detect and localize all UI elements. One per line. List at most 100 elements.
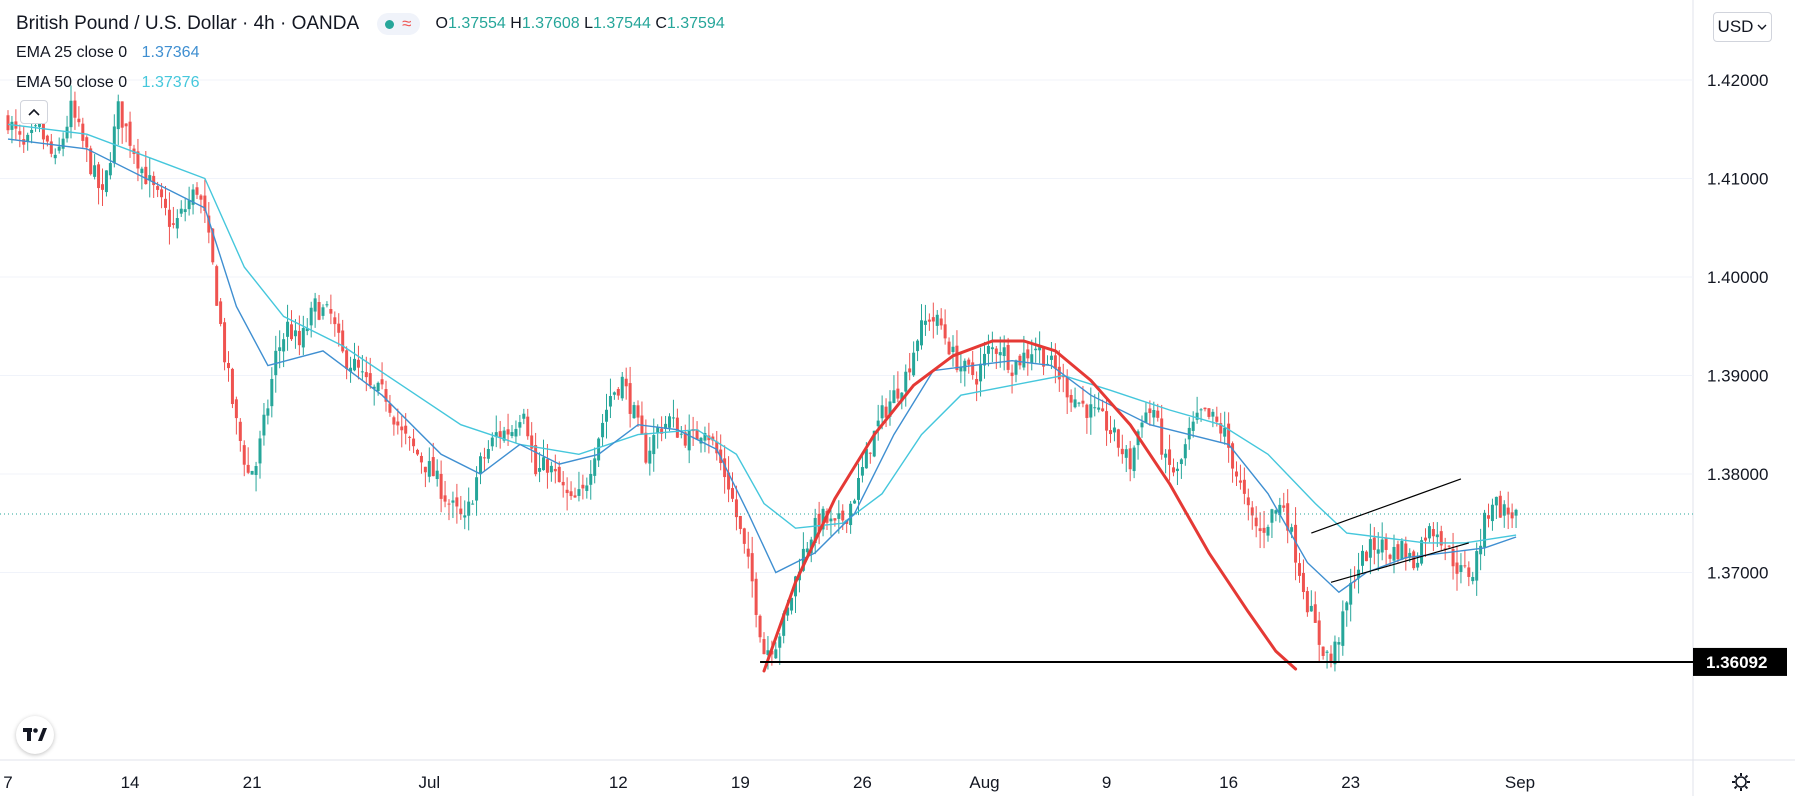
candle-body — [904, 371, 908, 392]
candle-body — [69, 100, 73, 128]
candle-body — [234, 399, 238, 419]
candle-body — [1065, 376, 1069, 398]
candle-body — [93, 165, 97, 177]
candle-body — [502, 430, 506, 441]
candle-body — [857, 477, 860, 500]
candle-body — [762, 639, 766, 655]
candle-body — [1211, 411, 1215, 417]
candle-body — [884, 406, 888, 418]
candle-body — [250, 470, 254, 475]
candle-body — [45, 135, 49, 142]
time-tick-label: 26 — [853, 773, 872, 792]
candle-body — [1250, 507, 1254, 516]
candle-body — [860, 467, 864, 476]
candle-body — [1073, 399, 1077, 408]
candle-body — [738, 515, 742, 529]
symbol-title[interactable]: British Pound / U.S. Dollar · 4h · OANDA — [16, 13, 360, 34]
candle-body — [278, 347, 282, 351]
collapse-legend-button[interactable] — [20, 100, 48, 124]
ema-lines — [7, 123, 1517, 594]
candle-body — [703, 432, 707, 441]
ema50-legend[interactable]: EMA 50 close 0 1.37376 — [16, 74, 199, 92]
price-tick-label: 1.41000 — [1707, 170, 1768, 189]
candle-body — [1286, 503, 1290, 531]
candle-body — [679, 433, 683, 435]
candle-body — [1313, 604, 1317, 623]
price-tick-label: 1.37000 — [1707, 564, 1768, 583]
candle-body — [152, 175, 156, 186]
candle-body — [38, 121, 41, 127]
ohlc-values: O1.37554 H1.37608 L1.37544 C1.37594 — [436, 15, 725, 33]
candle-body — [1494, 496, 1498, 506]
candle-body — [494, 432, 498, 438]
candle-body — [868, 452, 872, 454]
candle-body — [120, 101, 124, 128]
candle-body — [1431, 529, 1435, 537]
candle-body — [467, 501, 471, 516]
candle-body — [1490, 504, 1494, 522]
candle-body — [1412, 551, 1416, 569]
candle-body — [144, 166, 148, 185]
price-axis: 1.42000 1.41000 1.40000 1.39000 1.38000 1.370… — [1693, 71, 1787, 676]
candle-body — [41, 123, 45, 140]
time-tick-label: Jul — [418, 773, 440, 792]
candle-body — [1463, 565, 1467, 567]
candle-body — [656, 427, 660, 433]
candle-body — [1061, 376, 1065, 378]
candle-body — [1498, 495, 1502, 518]
candle-body — [392, 417, 396, 425]
candle-body — [179, 208, 183, 214]
candle-body — [148, 175, 152, 181]
candle-body — [1057, 366, 1061, 380]
currency-label: USD — [1717, 17, 1754, 36]
candle-body — [1333, 641, 1337, 665]
candle-body — [766, 650, 770, 655]
ema50-line — [7, 123, 1517, 544]
candle-body — [648, 450, 652, 464]
candle-body — [1282, 505, 1286, 508]
candle-body — [782, 613, 786, 636]
candle-body — [565, 489, 569, 494]
tradingview-logo-icon[interactable] — [16, 716, 54, 754]
candle-body — [1506, 507, 1510, 515]
candle-body — [439, 473, 443, 499]
candle-body — [1325, 651, 1329, 653]
price-tick-label: 1.39000 — [1707, 367, 1768, 386]
candle-body — [699, 437, 703, 444]
candle-body — [581, 484, 585, 489]
candle-body — [687, 430, 691, 451]
high-value: 1.37608 — [521, 15, 580, 32]
candle-body — [569, 491, 573, 497]
open-value: 1.37554 — [447, 15, 506, 32]
ema25-label: EMA 25 close 0 — [16, 44, 128, 61]
market-status-pill[interactable]: ≈ — [377, 13, 420, 35]
candle-body — [801, 548, 805, 571]
price-tick-label: 1.38000 — [1707, 465, 1768, 484]
ema50-value: 1.37376 — [141, 74, 200, 91]
candle-body — [935, 314, 939, 326]
time-tick-label: 21 — [243, 773, 262, 792]
candle-body — [1183, 444, 1187, 459]
candle-body — [1329, 653, 1333, 663]
candle-body — [1199, 409, 1203, 411]
candle-body — [479, 456, 482, 475]
candle-body — [1175, 468, 1179, 472]
candle-body — [951, 346, 955, 353]
candle-body — [128, 121, 132, 146]
candle-body — [1246, 497, 1250, 506]
candle-body — [1164, 453, 1168, 458]
candle-body — [124, 123, 128, 127]
candle-body — [1140, 422, 1144, 428]
candle-body — [1337, 642, 1341, 645]
candle-body — [1124, 449, 1128, 458]
candle-body — [813, 517, 817, 543]
currency-button[interactable]: USD — [1713, 12, 1772, 42]
time-tick-label: Aug — [969, 773, 999, 792]
candle-body — [372, 386, 376, 389]
candle-body — [1388, 554, 1392, 559]
ema25-legend[interactable]: EMA 25 close 0 1.37364 — [16, 44, 199, 62]
candle-body — [1439, 531, 1443, 546]
candle-body — [545, 459, 549, 473]
settings-gear-icon[interactable] — [1731, 772, 1751, 792]
